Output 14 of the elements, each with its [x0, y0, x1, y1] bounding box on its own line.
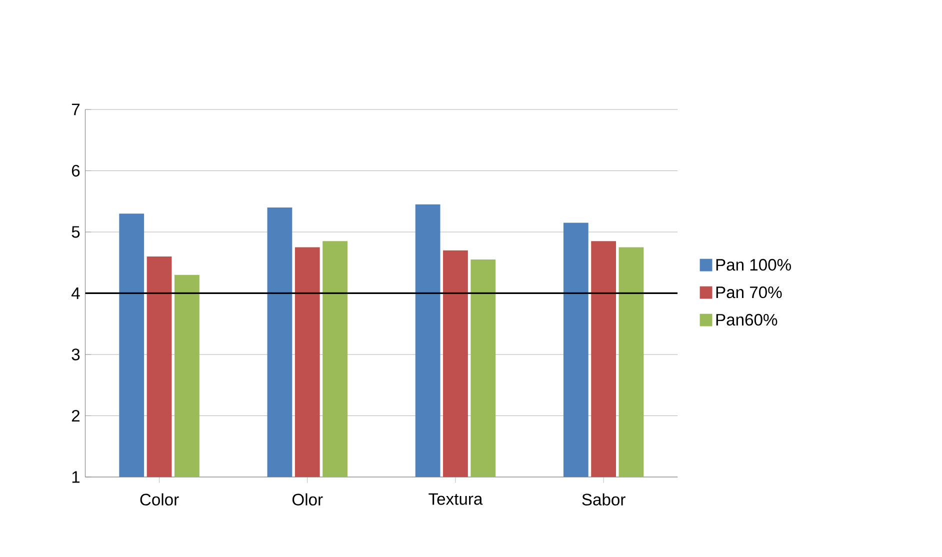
x-tick-label: Olor: [292, 493, 323, 506]
y-tick-label: 7: [72, 104, 80, 116]
x-tick-label: Color: [140, 493, 179, 506]
y-tick-label: 5: [72, 226, 80, 238]
x-tick-label: Sabor: [582, 493, 626, 506]
legend-label: Pan 100%: [716, 258, 791, 271]
y-tick-label: 4: [72, 287, 80, 299]
y-tick-label: 6: [72, 164, 80, 176]
y-tick-label: 2: [72, 410, 80, 422]
x-tick-label: Textura: [428, 493, 483, 505]
y-tick-label: 1: [72, 471, 80, 483]
legend-label: Pan60%: [716, 314, 778, 326]
legend-label: Pan 70%: [716, 286, 782, 298]
y-tick-label: 3: [72, 348, 80, 360]
